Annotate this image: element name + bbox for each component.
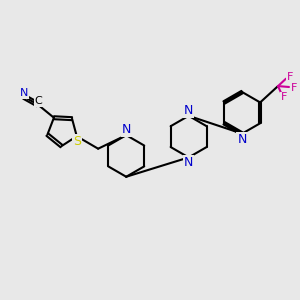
- Text: F: F: [291, 82, 298, 93]
- Text: N: N: [184, 156, 193, 169]
- Text: N: N: [184, 104, 193, 117]
- Text: N: N: [238, 133, 247, 146]
- Text: N: N: [122, 123, 131, 136]
- Text: F: F: [287, 72, 294, 82]
- Text: C: C: [34, 96, 42, 106]
- Text: N: N: [20, 88, 28, 98]
- Text: F: F: [281, 92, 288, 102]
- Text: S: S: [73, 135, 81, 148]
